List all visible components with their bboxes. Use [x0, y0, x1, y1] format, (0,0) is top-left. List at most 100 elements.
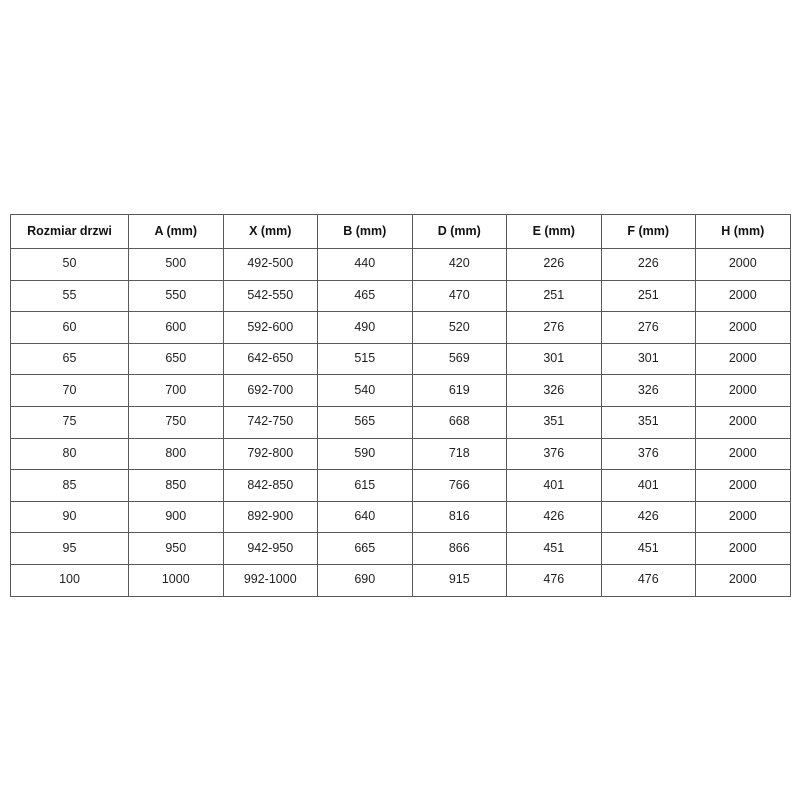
cell-a: 1000	[128, 563, 224, 597]
cell-x: 692-700	[222, 374, 318, 407]
table-row: 90 900 892-900 640 816 426 426 2000	[10, 500, 791, 534]
cell-x: 892-900	[222, 500, 318, 534]
cell-x: 842-850	[222, 469, 318, 502]
cell-b: 690	[317, 563, 413, 597]
cell-e: 351	[506, 405, 602, 439]
cell-d: 915	[411, 563, 507, 597]
cell-d: 470	[411, 279, 507, 313]
cell-d: 718	[411, 437, 507, 471]
column-header-a: A (mm)	[128, 214, 224, 249]
table-row: 95 950 942-950 665 866 451 451 2000	[10, 532, 791, 565]
cell-d: 866	[411, 532, 507, 565]
table-body: 50 500 492-500 440 420 226 226 2000 55 550 542-550…	[10, 248, 791, 597]
cell-b: 490	[317, 311, 413, 344]
cell-h: 2000	[695, 437, 791, 471]
cell-a: 900	[128, 500, 224, 534]
cell-f: 226	[600, 248, 696, 281]
table-header: Rozmiar drzwi A (mm) X (mm) B (mm) D (mm) E (…	[10, 214, 791, 249]
table-header-row: Rozmiar drzwi A (mm) X (mm) B (mm) D (mm) E (…	[10, 214, 791, 249]
cell-a: 850	[128, 469, 224, 502]
cell-x: 942-950	[222, 532, 318, 565]
cell-a: 800	[128, 437, 224, 471]
column-header-b: B (mm)	[317, 214, 413, 249]
cell-d: 816	[411, 500, 507, 534]
cell-b: 565	[317, 405, 413, 439]
cell-x: 742-750	[222, 405, 318, 439]
cell-size: 90	[10, 500, 129, 534]
cell-d: 668	[411, 405, 507, 439]
cell-e: 276	[506, 311, 602, 344]
door-size-dimensions-table: Rozmiar drzwi A (mm) X (mm) B (mm) D (mm) E (…	[10, 214, 791, 597]
cell-x: 792-800	[222, 437, 318, 471]
cell-f: 426	[600, 500, 696, 534]
cell-f: 276	[600, 311, 696, 344]
cell-h: 2000	[695, 469, 791, 502]
cell-x: 592-600	[222, 311, 318, 344]
cell-h: 2000	[695, 279, 791, 313]
cell-b: 665	[317, 532, 413, 565]
cell-a: 750	[128, 405, 224, 439]
cell-size: 75	[10, 405, 129, 439]
cell-d: 420	[411, 248, 507, 281]
cell-d: 619	[411, 374, 507, 407]
cell-f: 326	[600, 374, 696, 407]
cell-h: 2000	[695, 500, 791, 534]
cell-a: 950	[128, 532, 224, 565]
cell-f: 376	[600, 437, 696, 471]
cell-f: 401	[600, 469, 696, 502]
table-row: 80 800 792-800 590 718 376 376 2000	[10, 437, 791, 471]
cell-e: 251	[506, 279, 602, 313]
cell-f: 351	[600, 405, 696, 439]
table-row: 50 500 492-500 440 420 226 226 2000	[10, 248, 791, 281]
cell-e: 451	[506, 532, 602, 565]
cell-h: 2000	[695, 311, 791, 344]
column-header-h: H (mm)	[695, 214, 791, 249]
cell-a: 700	[128, 374, 224, 407]
cell-x: 642-650	[222, 342, 318, 376]
cell-d: 766	[411, 469, 507, 502]
table-row: 60 600 592-600 490 520 276 276 2000	[10, 311, 791, 344]
cell-d: 520	[411, 311, 507, 344]
cell-x: 992-1000	[222, 563, 318, 597]
cell-size: 80	[10, 437, 129, 471]
spec-table-container: Rozmiar drzwi A (mm) X (mm) B (mm) D (mm) E (…	[10, 214, 791, 597]
cell-f: 451	[600, 532, 696, 565]
cell-b: 540	[317, 374, 413, 407]
cell-h: 2000	[695, 342, 791, 376]
cell-e: 226	[506, 248, 602, 281]
cell-h: 2000	[695, 248, 791, 281]
cell-h: 2000	[695, 405, 791, 439]
cell-b: 515	[317, 342, 413, 376]
table-row: 70 700 692-700 540 619 326 326 2000	[10, 374, 791, 407]
table-row: 75 750 742-750 565 668 351 351 2000	[10, 405, 791, 439]
cell-size: 70	[10, 374, 129, 407]
table-row: 100 1000 992-1000 690 915 476 476 2000	[10, 563, 791, 597]
cell-f: 476	[600, 563, 696, 597]
cell-b: 440	[317, 248, 413, 281]
cell-size: 85	[10, 469, 129, 502]
cell-size: 95	[10, 532, 129, 565]
cell-b: 465	[317, 279, 413, 313]
cell-size: 55	[10, 279, 129, 313]
cell-e: 376	[506, 437, 602, 471]
table-row: 85 850 842-850 615 766 401 401 2000	[10, 469, 791, 502]
cell-f: 251	[600, 279, 696, 313]
cell-b: 615	[317, 469, 413, 502]
cell-size: 100	[10, 563, 129, 597]
cell-a: 600	[128, 311, 224, 344]
cell-b: 590	[317, 437, 413, 471]
cell-a: 650	[128, 342, 224, 376]
table-row: 65 650 642-650 515 569 301 301 2000	[10, 342, 791, 376]
cell-a: 500	[128, 248, 224, 281]
cell-e: 426	[506, 500, 602, 534]
cell-d: 569	[411, 342, 507, 376]
cell-x: 542-550	[222, 279, 318, 313]
cell-h: 2000	[695, 532, 791, 565]
column-header-f: F (mm)	[600, 214, 696, 249]
table-row: 55 550 542-550 465 470 251 251 2000	[10, 279, 791, 313]
cell-a: 550	[128, 279, 224, 313]
cell-size: 65	[10, 342, 129, 376]
cell-x: 492-500	[222, 248, 318, 281]
column-header-x: X (mm)	[222, 214, 318, 249]
cell-e: 401	[506, 469, 602, 502]
